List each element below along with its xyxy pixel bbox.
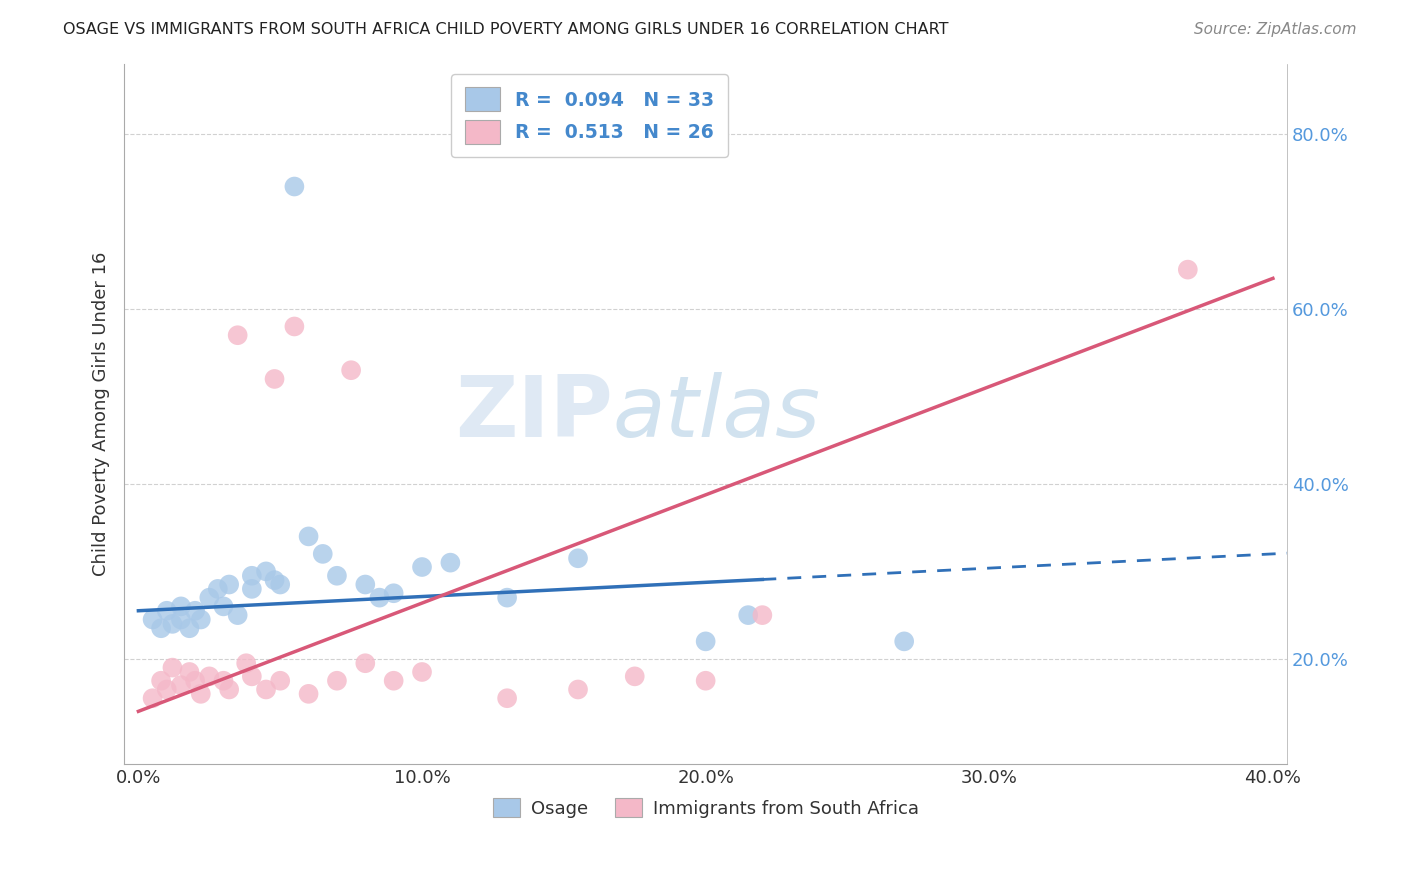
Point: [190, 687, 212, 701]
Point: [263, 372, 285, 386]
Point: [226, 608, 249, 623]
Point: [170, 599, 193, 614]
Point: [240, 582, 263, 596]
Point: [226, 328, 249, 343]
Point: [170, 678, 193, 692]
Point: [737, 608, 759, 623]
Point: [567, 551, 589, 566]
Point: [326, 673, 349, 688]
Point: [567, 682, 589, 697]
Point: [198, 669, 221, 683]
Point: [1177, 262, 1199, 277]
Point: [254, 682, 277, 697]
Y-axis label: Child Poverty Among Girls Under 16: Child Poverty Among Girls Under 16: [93, 252, 110, 576]
Point: [240, 568, 263, 582]
Point: [162, 616, 184, 631]
Point: [439, 556, 461, 570]
Text: OSAGE VS IMMIGRANTS FROM SOUTH AFRICA CHILD POVERTY AMONG GIRLS UNDER 16 CORRELA: OSAGE VS IMMIGRANTS FROM SOUTH AFRICA CH…: [63, 22, 949, 37]
Point: [411, 665, 433, 679]
Point: [695, 634, 717, 648]
Point: [695, 673, 717, 688]
Point: [283, 179, 305, 194]
Text: Source: ZipAtlas.com: Source: ZipAtlas.com: [1194, 22, 1357, 37]
Point: [212, 599, 235, 614]
Point: [354, 657, 377, 671]
Point: [212, 673, 235, 688]
Point: [179, 665, 201, 679]
Point: [496, 691, 519, 706]
Point: [218, 682, 240, 697]
Point: [162, 660, 184, 674]
Point: [190, 613, 212, 627]
Point: [218, 577, 240, 591]
Point: [283, 319, 305, 334]
Point: [623, 669, 645, 683]
Point: [893, 634, 915, 648]
Point: [179, 621, 201, 635]
Point: [207, 582, 229, 596]
Point: [411, 560, 433, 574]
Point: [751, 608, 773, 623]
Point: [368, 591, 391, 605]
Point: [269, 673, 291, 688]
Point: [297, 687, 319, 701]
Point: [297, 529, 319, 543]
Point: [198, 591, 221, 605]
Point: [184, 673, 207, 688]
Point: [263, 573, 285, 587]
Point: [254, 565, 277, 579]
Point: [156, 604, 179, 618]
Point: [235, 657, 257, 671]
Point: [142, 613, 165, 627]
Point: [156, 682, 179, 697]
Text: ZIP: ZIP: [456, 373, 613, 456]
Point: [150, 673, 173, 688]
Point: [240, 669, 263, 683]
Point: [340, 363, 363, 377]
Legend: Osage, Immigrants from South Africa: Osage, Immigrants from South Africa: [485, 791, 927, 825]
Point: [312, 547, 335, 561]
Point: [326, 568, 349, 582]
Point: [269, 577, 291, 591]
Point: [150, 621, 173, 635]
Point: [382, 586, 405, 600]
Point: [142, 691, 165, 706]
Point: [382, 673, 405, 688]
Text: atlas: atlas: [613, 373, 821, 456]
Point: [354, 577, 377, 591]
Point: [496, 591, 519, 605]
Point: [184, 604, 207, 618]
Point: [170, 613, 193, 627]
